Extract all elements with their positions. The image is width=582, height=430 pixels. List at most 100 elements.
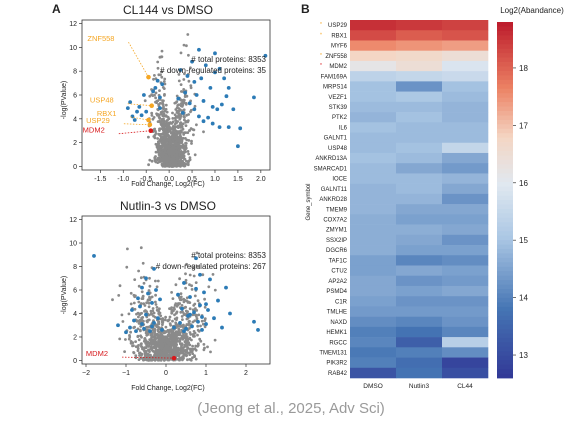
- colorbar-tick-label: 13: [519, 351, 528, 360]
- colorbar-tick-label: 16: [519, 179, 528, 188]
- highlight-leader: [123, 123, 150, 126]
- significant-point: [146, 291, 150, 296]
- gray-point: [155, 285, 159, 289]
- gray-point: [170, 339, 174, 343]
- row-label: STK39: [329, 105, 348, 111]
- colorbar-segment: [497, 115, 513, 121]
- colorbar-segment: [497, 182, 513, 188]
- gray-point: [188, 353, 192, 356]
- gray-point: [161, 127, 165, 130]
- gray-point: [171, 138, 175, 142]
- gray-point: [184, 272, 187, 276]
- gray-point: [188, 129, 191, 132]
- gray-point: [160, 152, 163, 156]
- heatmap-cell: [442, 122, 489, 133]
- gray-point: [179, 164, 182, 168]
- heatmap-cell: [442, 81, 489, 92]
- gray-point: [171, 331, 174, 335]
- gray-point: [186, 131, 190, 135]
- gray-point: [178, 331, 182, 335]
- heatmap-cell: [350, 316, 397, 328]
- heatmap-cell: [396, 367, 443, 379]
- gray-point: [202, 130, 205, 134]
- gray-point: [181, 136, 185, 140]
- gray-point: [178, 351, 182, 355]
- heatmap-cell: [396, 285, 443, 297]
- gray-point: [172, 306, 176, 310]
- gray-point: [153, 74, 156, 77]
- significant-point: [226, 125, 231, 130]
- colorbar-segment: [497, 289, 513, 294]
- gray-point: [167, 121, 171, 125]
- colorbar-segment: [497, 217, 513, 223]
- gray-point: [191, 356, 194, 359]
- gray-point: [164, 325, 168, 329]
- gray-point: [165, 356, 168, 359]
- gray-point: [165, 147, 168, 150]
- row-label: AP2A2: [328, 279, 347, 285]
- heatmap-cell: [396, 101, 443, 113]
- gray-point: [158, 133, 162, 137]
- significant-point: [194, 93, 199, 97]
- gray-point: [134, 354, 138, 358]
- colorbar-segment: [497, 186, 513, 192]
- gray-point: [132, 351, 136, 355]
- gray-point: [164, 344, 168, 347]
- column-label: Nutlin3: [409, 383, 430, 390]
- colorbar-segment: [497, 306, 513, 312]
- gray-point: [157, 333, 160, 337]
- heatmap-cell: [396, 326, 443, 338]
- gray-point: [173, 349, 177, 352]
- heatmap-cell: [396, 183, 443, 195]
- gray-point: [181, 100, 185, 104]
- heatmap-cell: [442, 316, 489, 328]
- gray-point: [147, 301, 151, 305]
- gray-point: [199, 324, 202, 328]
- gray-point: [213, 338, 217, 342]
- gray-point: [117, 294, 121, 297]
- colorbar-segment: [497, 369, 513, 374]
- significant-point: [160, 328, 164, 332]
- gray-point: [180, 304, 184, 307]
- heatmap-cell: [396, 316, 443, 328]
- info-line: # total proteins: 8353: [191, 251, 266, 260]
- heatmap-cell: [350, 101, 397, 113]
- row-label: HEMK1: [326, 330, 347, 336]
- gray-point: [151, 117, 155, 121]
- gray-point: [206, 345, 209, 349]
- significant-point: [220, 325, 224, 330]
- x-tick-label: -0.5: [140, 176, 152, 183]
- gray-point: [181, 324, 185, 328]
- heatmap-cell: [442, 152, 489, 164]
- gray-point: [161, 323, 164, 326]
- gray-point: [151, 340, 155, 344]
- gray-point: [155, 101, 158, 104]
- gray-point: [137, 338, 141, 342]
- gray-point: [184, 120, 188, 124]
- gray-point: [173, 127, 176, 131]
- heatmap-cell: [442, 326, 489, 338]
- gray-point: [182, 131, 186, 135]
- heatmap-cell: [350, 173, 397, 184]
- heatmap-cell: [396, 40, 443, 51]
- gray-point: [157, 309, 161, 313]
- gray-point: [159, 333, 163, 337]
- gray-point: [151, 94, 155, 97]
- gray-point: [203, 317, 207, 321]
- gray-point: [177, 112, 181, 116]
- heatmap-cell: [350, 234, 397, 246]
- heatmap-cell: [396, 224, 443, 236]
- gray-point: [174, 150, 177, 153]
- significant-point: [152, 320, 156, 325]
- x-tick-label: 1.0: [210, 176, 220, 183]
- gray-point: [161, 101, 165, 105]
- highlight-leader: [121, 356, 175, 359]
- gray-point: [158, 148, 162, 152]
- gray-point: [157, 352, 160, 356]
- gray-point: [134, 340, 138, 343]
- gray-point: [178, 296, 181, 299]
- heatmap-cell: [442, 132, 489, 144]
- colorbar-segment: [497, 173, 513, 179]
- gray-point: [164, 337, 168, 341]
- significant-point: [135, 109, 139, 114]
